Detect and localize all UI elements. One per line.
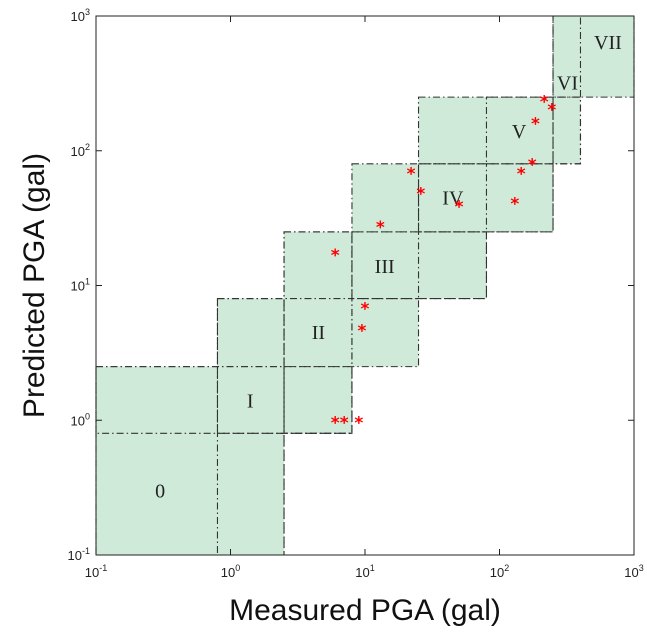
y-axis-label: Predicted PGA (gal) [18, 153, 51, 418]
y-tick-label-3: 102 [71, 142, 90, 159]
y-tick-label-4: 103 [71, 7, 90, 24]
data-point-9: * [455, 197, 464, 217]
zone-label-7: VII [594, 32, 622, 54]
zone-label-1: I [247, 391, 254, 413]
data-point-2: * [354, 413, 363, 433]
x-axis-label: Measured PGA (gal) [229, 594, 501, 627]
zone-label-4: IV [442, 187, 464, 209]
data-point-11: * [517, 165, 526, 185]
data-point-0: * [331, 413, 340, 433]
zone-label-5: V [512, 121, 527, 143]
zone-label-6: VI [557, 73, 578, 95]
zone-label-2: II [312, 322, 325, 344]
zone-label-3: III [375, 256, 395, 278]
x-tick-label-1: 100 [221, 563, 240, 580]
y-tick-label-0: 10-1 [68, 546, 90, 563]
points-layer: * * ******** ** **** [331, 93, 557, 434]
data-point-8: * [416, 184, 425, 204]
data-point-12: * [528, 155, 537, 175]
x-ticks: 10-1 100 101 102 103 [85, 16, 644, 580]
data-point-14: * [540, 93, 549, 113]
data-point-15: * [547, 100, 556, 120]
y-ticks: 10-1 100 101 102 103 [68, 7, 634, 563]
data-point-6: * [376, 218, 385, 238]
zone-label-0: 0 [155, 481, 165, 503]
x-tick-label-4: 103 [624, 563, 643, 580]
x-tick-label-3: 102 [490, 563, 509, 580]
y-tick-label-2: 101 [71, 277, 90, 294]
x-tick-label-0: 10-1 [85, 563, 107, 580]
zone-edge-7 [351, 163, 488, 300]
x-tick-label-2: 101 [355, 563, 374, 580]
y-tick-label-1: 100 [71, 411, 90, 428]
data-point-13: * [531, 114, 540, 134]
zones-layer [96, 16, 634, 555]
data-point-4: * [361, 299, 370, 319]
data-point-1: * [340, 413, 349, 433]
data-point-5: * [331, 246, 340, 266]
zone-edge-5 [283, 231, 420, 368]
data-point-7: * [407, 165, 416, 185]
zone-edge-9 [417, 96, 554, 233]
data-point-3: * [358, 321, 367, 341]
data-point-10: * [510, 195, 519, 215]
zone-fill-12 [553, 16, 634, 98]
